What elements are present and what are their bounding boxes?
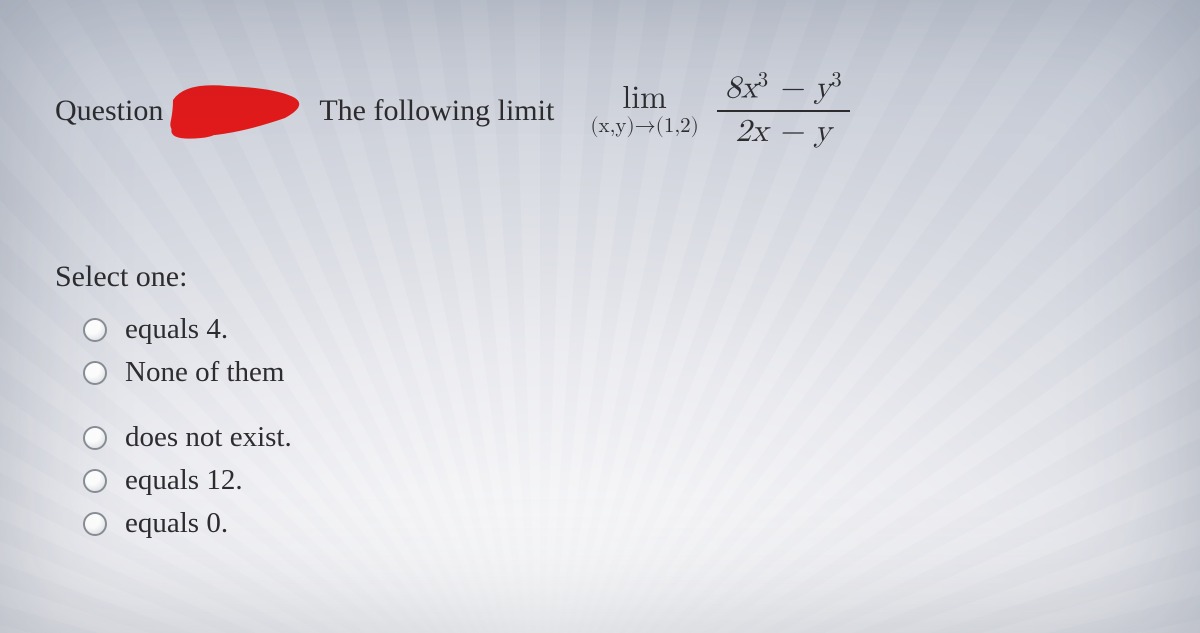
limit-subscript: (x,y)→(1,2) — [590, 115, 699, 138]
question-label: Question — [55, 94, 163, 127]
options-list: equals 4. None of them does not exist. equa… — [83, 308, 1145, 545]
limit-fraction: 8x3 − y3 2x − y — [717, 70, 850, 150]
answer-option-label: equals 0. — [125, 507, 228, 540]
answer-option-label: equals 12. — [125, 464, 243, 497]
answer-option[interactable]: None of them — [83, 351, 1145, 394]
limit-expression: lim (x,y)→(1,2) 8x3 − y3 2x − y — [590, 70, 849, 150]
answer-option[interactable]: equals 4. — [83, 308, 1145, 351]
radio-button[interactable] — [83, 426, 107, 450]
redaction-mark — [167, 78, 307, 142]
select-one-label: Select one: — [55, 260, 1145, 294]
answer-block: Select one: equals 4. None of them does no… — [55, 260, 1145, 545]
radio-button[interactable] — [83, 318, 107, 342]
question-header-row: Question The following limit lim (x,y)→(… — [55, 70, 1145, 150]
fraction-denominator: 2x − y — [727, 115, 839, 150]
fraction-bar — [717, 110, 850, 112]
radio-button[interactable] — [83, 512, 107, 536]
question-card: Question The following limit lim (x,y)→(… — [0, 0, 1200, 585]
answer-option-label: does not exist. — [125, 421, 292, 454]
radio-button[interactable] — [83, 361, 107, 385]
answer-option[interactable]: equals 0. — [83, 502, 1145, 545]
question-prompt: The following limit — [319, 94, 554, 127]
fraction-numerator: 8x3 − y3 — [717, 70, 850, 107]
radio-button[interactable] — [83, 469, 107, 493]
answer-option[interactable]: does not exist. — [83, 416, 1145, 459]
limit-word: lim — [622, 82, 666, 117]
answer-option-label: None of them — [125, 356, 284, 389]
answer-option[interactable]: equals 12. — [83, 459, 1145, 502]
answer-option-label: equals 4. — [125, 313, 228, 346]
